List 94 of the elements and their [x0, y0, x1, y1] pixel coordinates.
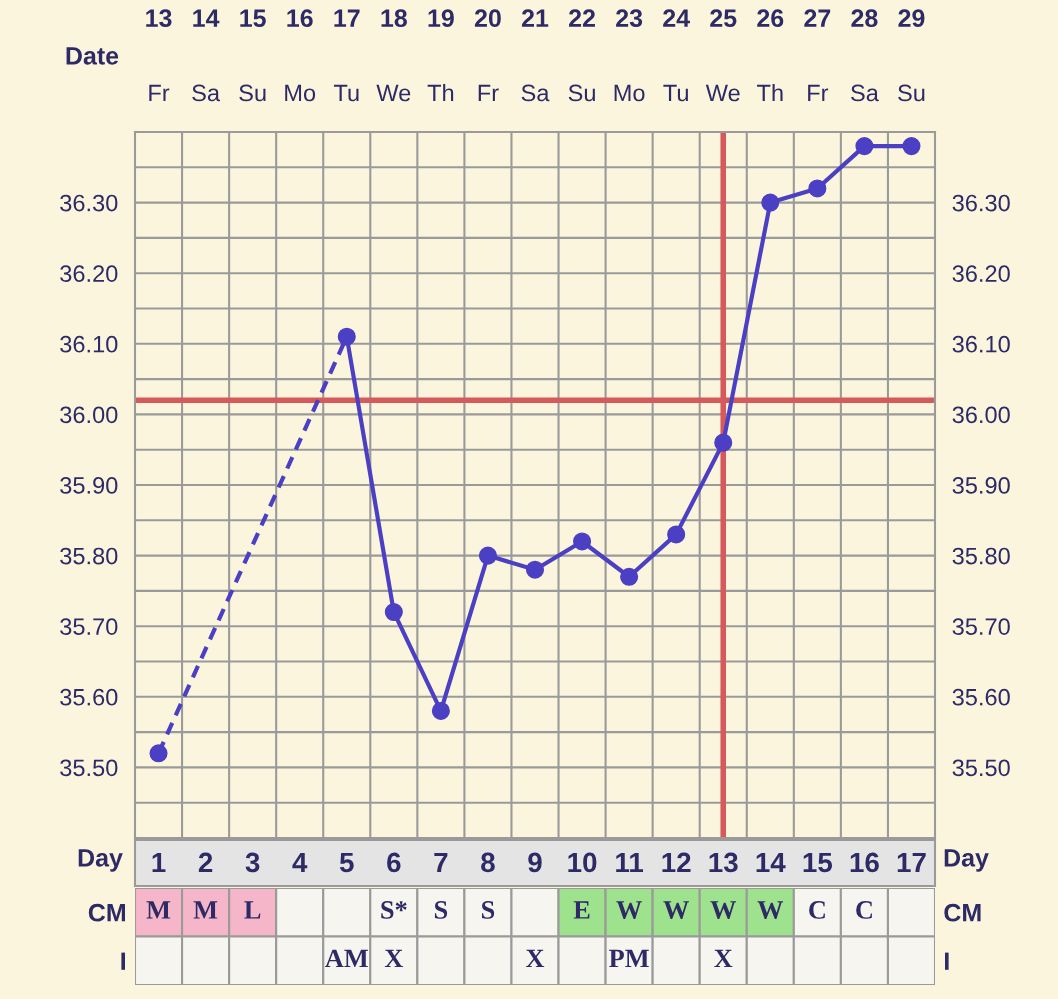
y-tick-label: 35.90	[60, 477, 118, 494]
x2-tick-label: 23	[616, 9, 643, 28]
y2-tick-label: 36.10	[952, 335, 1010, 353]
x2-axis-title: Date	[66, 47, 119, 65]
text: We	[705, 84, 740, 102]
x-tick-label: 7	[434, 852, 448, 873]
text: S	[434, 901, 448, 919]
text: Fr	[808, 84, 829, 102]
x-tick-label: 14	[756, 852, 786, 873]
x-tick-label: 8	[481, 852, 495, 873]
y-tick-label: 36.30	[60, 194, 118, 212]
text: M	[193, 901, 218, 919]
x-tick-label: 3	[245, 852, 260, 873]
text: PM	[609, 949, 649, 968]
x2-tick-label: 24	[663, 9, 690, 27]
y2-tick-label: 36.30	[952, 194, 1010, 212]
text: L	[244, 901, 261, 919]
x-tick-label: 9	[528, 852, 542, 873]
text: Su	[898, 84, 925, 102]
text: Tu	[333, 84, 359, 102]
x-tick-label: 5	[339, 852, 354, 873]
y2-tick-label: CM	[944, 903, 981, 922]
y-tick-label: CM	[88, 903, 125, 922]
y-tick-label: 35.70	[60, 618, 118, 635]
x-tick-label: 2	[198, 852, 213, 873]
text: S	[482, 901, 495, 919]
x-tick-label: 11	[616, 852, 644, 873]
text: W	[710, 901, 737, 919]
x-tick-label: 17	[897, 852, 926, 873]
y2-tick-label: 35.80	[952, 547, 1010, 565]
text: Th	[427, 84, 454, 102]
y2-tick-label: I	[945, 952, 949, 970]
text: Su	[568, 84, 595, 102]
text: Tu	[663, 84, 688, 102]
text: C	[856, 901, 872, 919]
x2-tick-label: 25	[710, 9, 737, 28]
x-tick-label: 16	[850, 852, 879, 873]
y2-tick-label: 36.20	[952, 265, 1010, 282]
y-tick-label: 36.00	[60, 406, 118, 424]
x2-tick-label: 17	[334, 9, 360, 27]
x-tick-label: 1	[152, 852, 166, 873]
y2-tick-label: 36.00	[952, 406, 1010, 424]
x2-tick-label: 28	[851, 9, 878, 28]
y2-tick-label: 35.50	[952, 759, 1010, 777]
y-tick-label: I	[121, 952, 125, 970]
x2-tick-label: 13	[146, 9, 172, 28]
y-tick-label: 36.20	[60, 265, 118, 282]
x2-tick-label: 15	[240, 9, 266, 28]
y-tick-label: 35.50	[60, 759, 118, 777]
y2-tick-label: 35.90	[952, 477, 1010, 494]
text: X	[525, 949, 545, 968]
y2-tick-label: 35.70	[952, 618, 1010, 635]
text: Fr	[478, 84, 499, 102]
text: Sa	[851, 84, 879, 102]
y-tick-label: 35.60	[60, 688, 118, 706]
text: C	[809, 901, 825, 919]
text: Mo	[285, 84, 316, 102]
text: X	[714, 949, 733, 968]
text: Fr	[149, 84, 170, 102]
x-tick-label: 6	[387, 852, 401, 873]
x2-tick-label: 20	[474, 9, 501, 28]
x2-tick-label: 18	[381, 9, 407, 28]
text: X	[384, 949, 404, 968]
x2-tick-label: 14	[193, 9, 220, 27]
text: W	[663, 901, 689, 919]
x2-tick-label: 21	[521, 9, 549, 27]
text: Th	[757, 84, 783, 102]
x-tick-label: 10	[568, 852, 597, 873]
x-tick-label: 13	[709, 852, 738, 873]
x2-tick-label: 26	[757, 9, 784, 28]
x2-tick-label: 27	[804, 9, 831, 27]
text: S*	[381, 901, 407, 919]
y2-tick-label: 35.60	[952, 688, 1010, 706]
x-tick-label: 4	[292, 852, 308, 873]
text: Day	[78, 849, 123, 872]
text: E	[573, 901, 590, 919]
text: Su	[239, 84, 266, 102]
text: Sa	[192, 84, 221, 102]
x-tick-label: 15	[803, 852, 833, 873]
y-tick-label: 36.10	[60, 335, 118, 353]
x-axis-title: Day	[944, 849, 989, 872]
text: Sa	[521, 84, 550, 102]
x2-tick-label: 22	[569, 9, 595, 27]
text: AM	[325, 949, 368, 968]
text: W	[757, 901, 784, 919]
x2-tick-label: 19	[428, 9, 454, 28]
x2-tick-label: 29	[898, 9, 925, 28]
text: W	[616, 901, 642, 919]
x2-tick-label: 16	[287, 9, 313, 28]
x-tick-label: 12	[662, 852, 691, 873]
text: Mo	[614, 84, 645, 102]
text: We	[376, 84, 411, 102]
y-tick-label: 35.80	[60, 547, 118, 565]
text: M	[146, 901, 171, 919]
